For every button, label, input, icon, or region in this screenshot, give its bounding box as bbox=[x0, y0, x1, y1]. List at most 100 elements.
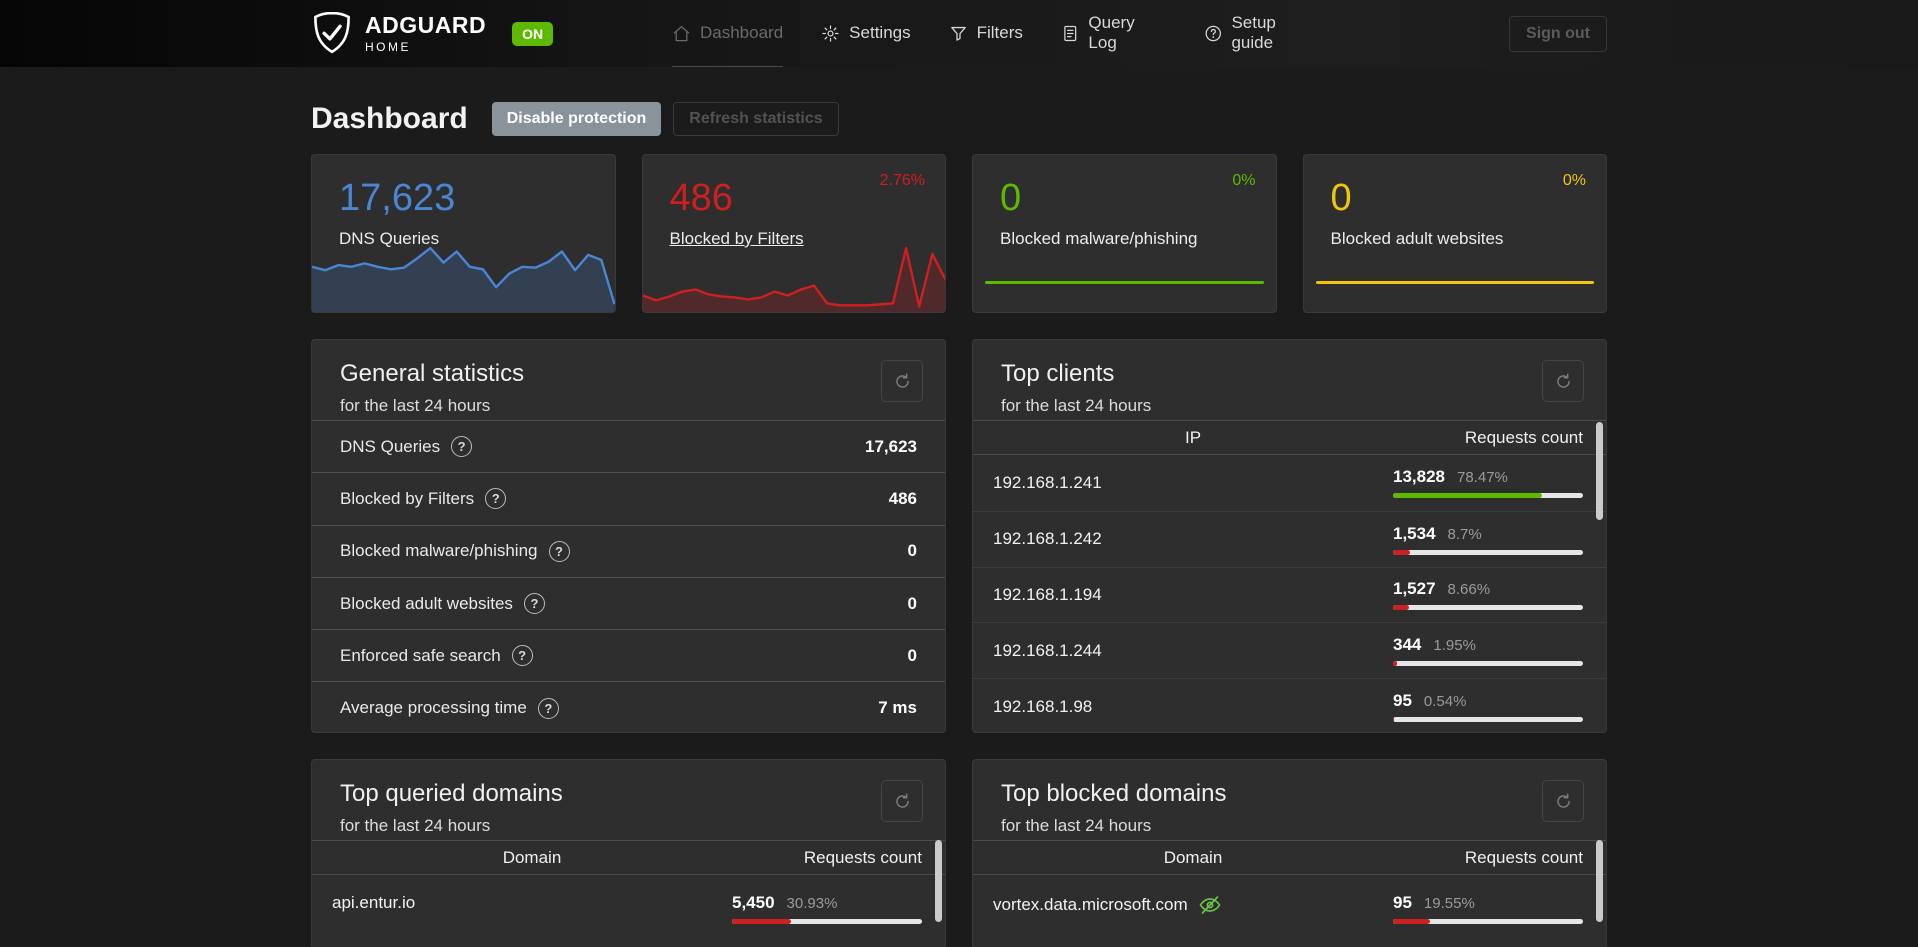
filter-icon bbox=[950, 26, 966, 41]
nav-item-filters[interactable]: Filters bbox=[949, 0, 1023, 67]
requests-count: 1,534 bbox=[1393, 523, 1436, 543]
requests-progress-bar bbox=[1393, 605, 1583, 611]
brand-name: ADGUARD bbox=[365, 12, 487, 38]
refresh-card-button[interactable] bbox=[1542, 360, 1584, 402]
top-blocked-domains-title: Top blocked domains bbox=[1001, 780, 1227, 807]
brand-sub: HOME bbox=[365, 40, 411, 54]
top-queried-domains-rows: api.entur.io 5,450 30.93% bbox=[312, 875, 945, 939]
help-icon[interactable]: ? bbox=[548, 540, 570, 562]
nav-item-setup-guide[interactable]: Setup guide bbox=[1204, 0, 1320, 67]
refresh-icon bbox=[895, 373, 909, 388]
client-ip-link[interactable]: 192.168.1.242 bbox=[993, 529, 1102, 549]
stats-row: Enforced safe search? 0 bbox=[312, 629, 945, 681]
stat-card-blocked-adult: 0% 0 Blocked adult websites bbox=[1302, 154, 1607, 313]
table-row: 192.168.1.242 1,534 8.7% bbox=[973, 510, 1606, 567]
refresh-icon bbox=[1556, 793, 1570, 808]
top-blocked-table-header: Domain Requests count bbox=[973, 840, 1606, 875]
requests-progress-bar bbox=[732, 919, 922, 924]
stats-row-label: Enforced safe search bbox=[340, 645, 501, 665]
client-ip-link[interactable]: 192.168.1.194 bbox=[993, 584, 1102, 604]
stats-row-label: DNS Queries bbox=[340, 436, 441, 456]
table-row: 192.168.1.244 344 1.95% bbox=[973, 622, 1606, 678]
scrollbar-thumb[interactable] bbox=[1596, 840, 1603, 922]
help-icon[interactable]: ? bbox=[485, 488, 507, 510]
domain-link[interactable]: api.entur.io bbox=[332, 893, 416, 912]
nav-menu: Dashboard Settings Filters Query Log Set… bbox=[672, 0, 1320, 67]
page-header: Dashboard Disable protection Refresh sta… bbox=[311, 102, 1607, 136]
refresh-card-button[interactable] bbox=[1542, 780, 1584, 822]
stat-card-blocked-by-filters: 2.76% 486 Blocked by Filters bbox=[641, 154, 946, 313]
stats-row: Blocked adult websites? 0 bbox=[312, 576, 945, 629]
help-icon[interactable]: ? bbox=[537, 697, 559, 719]
blocked-by-filters-link[interactable]: Blocked by Filters bbox=[669, 228, 804, 248]
requests-progress-bar bbox=[1393, 717, 1583, 723]
stats-row-value: 17,623 bbox=[865, 436, 917, 456]
help-icon bbox=[1205, 25, 1221, 41]
scrollbar-thumb[interactable] bbox=[935, 840, 942, 922]
blocked-count: 486 bbox=[669, 177, 733, 219]
scrollbar-thumb[interactable] bbox=[1596, 422, 1603, 520]
nav-item-settings[interactable]: Settings bbox=[821, 0, 911, 67]
requests-percent: 78.47% bbox=[1457, 469, 1508, 487]
blocked-by-filters-link-wrap: Blocked by Filters bbox=[643, 219, 946, 249]
requests-count: 95 bbox=[1393, 691, 1412, 711]
table-row: 192.168.1.98 95 0.54% bbox=[973, 678, 1606, 732]
adult-label: Blocked adult websites bbox=[1330, 228, 1504, 248]
stats-row-label: Average processing time bbox=[340, 698, 527, 718]
refresh-card-button[interactable] bbox=[881, 360, 923, 402]
requests-progress-bar bbox=[1393, 661, 1583, 667]
stats-row: DNS Queries? 17,623 bbox=[312, 420, 945, 472]
gear-icon bbox=[822, 24, 839, 42]
requests-percent: 19.55% bbox=[1423, 895, 1475, 912]
stats-row: Blocked malware/phishing? 0 bbox=[312, 524, 945, 577]
general-statistics-rows: DNS Queries? 17,623 Blocked by Filters? 486… bbox=[312, 420, 945, 732]
requests-count: 344 bbox=[1393, 635, 1422, 655]
top-blocked-domains-rows: vortex.data.microsoft.com 95 19.55% bbox=[973, 875, 1606, 939]
top-queried-table-header: Domain Requests count bbox=[312, 840, 945, 875]
blocked-sparkline bbox=[642, 240, 945, 312]
stats-row-value: 0 bbox=[907, 645, 917, 665]
sign-out-button[interactable]: Sign out bbox=[1509, 15, 1607, 52]
top-blocked-domains-card: Top blocked domains for the last 24 hour… bbox=[972, 759, 1607, 947]
requests-count: 95 bbox=[1393, 893, 1412, 912]
stats-row-value: 7 ms bbox=[878, 698, 917, 718]
client-ip-link[interactable]: 192.168.1.98 bbox=[993, 696, 1093, 716]
malware-label: Blocked malware/phishing bbox=[1000, 228, 1198, 248]
blocked-percent-badge: 2.76% bbox=[879, 172, 925, 189]
refresh-icon bbox=[895, 793, 909, 808]
general-statistics-subtitle: for the last 24 hours bbox=[340, 396, 491, 415]
help-icon[interactable]: ? bbox=[451, 436, 473, 458]
help-icon[interactable]: ? bbox=[511, 645, 533, 667]
help-icon[interactable]: ? bbox=[523, 593, 545, 615]
adult-percent-badge: 0% bbox=[1562, 172, 1586, 189]
stats-row: Blocked by Filters? 486 bbox=[312, 472, 945, 524]
nav-item-dashboard[interactable]: Dashboard bbox=[672, 0, 784, 67]
client-ip-link[interactable]: 192.168.1.244 bbox=[993, 640, 1102, 660]
column-header-requests-count: Requests count bbox=[1464, 847, 1583, 867]
client-ip-link[interactable]: 192.168.1.241 bbox=[993, 472, 1102, 492]
top-queried-domains-card: Top queried domains for the last 24 hour… bbox=[311, 759, 946, 947]
requests-count: 13,828 bbox=[1393, 467, 1445, 487]
middle-cards-row: General statistics for the last 24 hours… bbox=[311, 339, 1607, 733]
malware-sparkline bbox=[985, 281, 1264, 284]
top-clients-rows: 192.168.1.241 13,828 78.47% 192.168.1.242 1,… bbox=[973, 455, 1606, 732]
requests-progress-bar bbox=[1393, 919, 1583, 924]
bottom-cards-row: Top queried domains for the last 24 hour… bbox=[311, 759, 1607, 947]
stats-row-value: 0 bbox=[907, 541, 917, 561]
stats-row: Average processing time? 7 ms bbox=[312, 681, 945, 732]
stat-cards-row: 17,623 DNS Queries 2.76% 486 Blocked by … bbox=[311, 154, 1607, 313]
general-statistics-title: General statistics bbox=[340, 360, 525, 387]
requests-count: 5,450 bbox=[732, 893, 775, 912]
dns-queries-count: 17,623 bbox=[339, 177, 456, 219]
refresh-statistics-button[interactable]: Refresh statistics bbox=[673, 102, 839, 136]
nav-item-label: Dashboard bbox=[700, 23, 784, 42]
nav-item-query-log[interactable]: Query Log bbox=[1061, 0, 1166, 67]
domain-link[interactable]: vortex.data.microsoft.com bbox=[993, 895, 1188, 914]
stat-card-blocked-malware: 0% 0 Blocked malware/phishing bbox=[972, 154, 1277, 313]
disable-protection-button[interactable]: Disable protection bbox=[491, 102, 662, 136]
page-title: Dashboard bbox=[311, 102, 468, 135]
table-row: 192.168.1.194 1,527 8.66% bbox=[973, 566, 1606, 623]
requests-percent: 0.54% bbox=[1423, 693, 1467, 711]
refresh-card-button[interactable] bbox=[881, 780, 923, 822]
shield-check-icon bbox=[314, 11, 350, 53]
